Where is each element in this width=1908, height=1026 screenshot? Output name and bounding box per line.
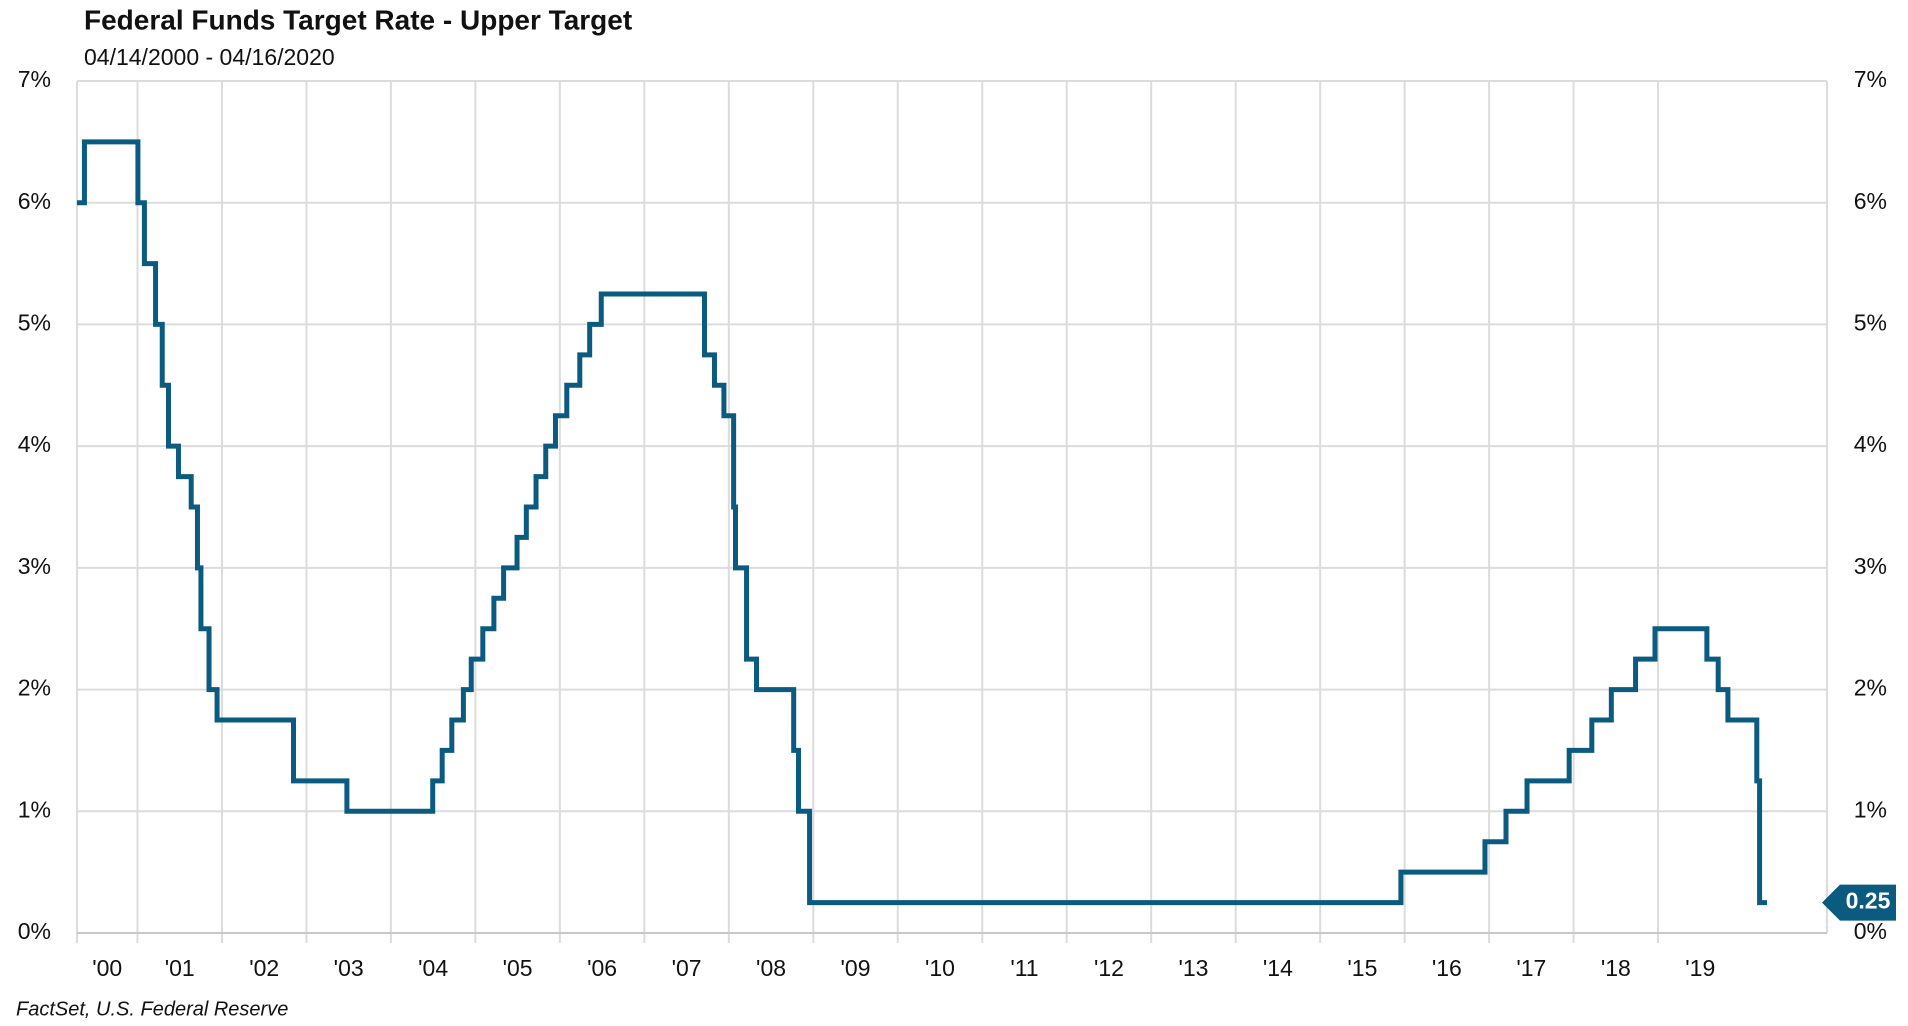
y2-tick-label: 1%	[1854, 796, 1887, 822]
y-tick-label: 0%	[18, 918, 51, 944]
y-tick-label: 6%	[18, 188, 51, 214]
x-tick-label: '08	[756, 955, 786, 981]
x-tick-label: '11	[1010, 955, 1038, 981]
y2-tick-label: 0%	[1854, 918, 1887, 944]
x-tick-label: '01	[165, 955, 195, 981]
y-tick-label: 5%	[18, 310, 51, 336]
y2-tick-label: 2%	[1854, 675, 1887, 701]
x-tick-label: '00	[92, 955, 122, 981]
y-tick-label: 1%	[18, 796, 51, 822]
y2-tick-label: 5%	[1854, 310, 1887, 336]
x-tick-label: '12	[1094, 955, 1124, 981]
source-note: FactSet, U.S. Federal Reserve	[16, 998, 288, 1020]
x-tick-label: '05	[503, 955, 533, 981]
chart-subtitle: 04/14/2000 - 04/16/2020	[84, 44, 335, 70]
y-tick-label: 2%	[18, 675, 51, 701]
y-tick-label: 7%	[18, 66, 51, 92]
x-tick-label: '18	[1601, 955, 1631, 981]
x-tick-label: '17	[1516, 955, 1546, 981]
y-tick-label: 3%	[18, 553, 51, 579]
x-tick-label: '13	[1178, 955, 1208, 981]
x-tick-label: '15	[1347, 955, 1377, 981]
x-tick-label: '03	[334, 955, 364, 981]
x-tick-label: '04	[418, 955, 448, 981]
x-tick-label: '06	[587, 955, 617, 981]
x-tick-label: '07	[672, 955, 702, 981]
y2-tick-label: 6%	[1854, 188, 1887, 214]
last-value-flag: 0.25	[1822, 884, 1896, 921]
x-tick-label: '19	[1685, 955, 1715, 981]
last-value-label: 0.25	[1846, 888, 1891, 914]
flag-shape	[1822, 884, 1896, 921]
y2-tick-label: 7%	[1854, 66, 1887, 92]
y2-tick-label: 4%	[1854, 431, 1887, 457]
x-tick-label: '10	[925, 955, 955, 981]
chart-title: Federal Funds Target Rate - Upper Target	[84, 4, 632, 35]
x-tick-label: '02	[249, 955, 279, 981]
x-tick-label: '14	[1263, 955, 1293, 981]
series-line	[77, 139, 1768, 906]
y-tick-label: 4%	[18, 431, 51, 457]
x-tick-label: '16	[1432, 955, 1462, 981]
x-tick-label: '09	[841, 955, 871, 981]
y2-tick-label: 3%	[1854, 553, 1887, 579]
